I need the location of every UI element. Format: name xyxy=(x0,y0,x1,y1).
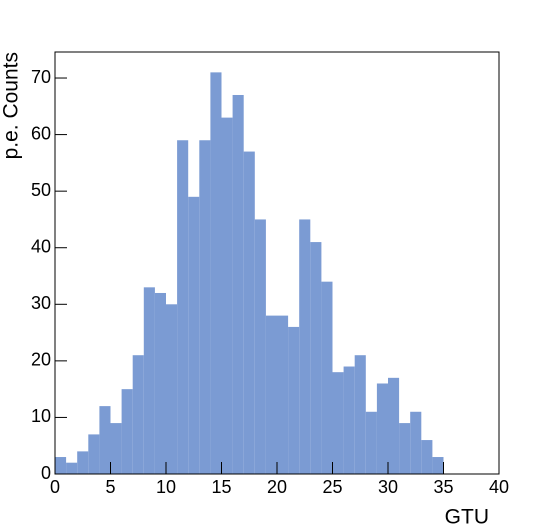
bar xyxy=(232,94,244,475)
y-tick-label: 60 xyxy=(31,123,51,143)
x-tick-label: 35 xyxy=(433,477,453,497)
y-tick-label: 50 xyxy=(31,180,51,200)
bar xyxy=(77,451,89,474)
bar xyxy=(299,219,311,474)
bar xyxy=(388,377,400,474)
bar xyxy=(210,72,222,474)
bar xyxy=(310,242,322,474)
bar xyxy=(332,372,344,474)
x-tick-label: 20 xyxy=(267,477,287,497)
bar xyxy=(188,196,200,475)
bar xyxy=(199,140,211,474)
bar xyxy=(66,462,78,474)
bar xyxy=(254,219,266,474)
x-tick-label: 10 xyxy=(156,477,176,497)
bar xyxy=(265,315,277,474)
bar xyxy=(132,355,144,474)
bar xyxy=(166,304,178,474)
bar xyxy=(55,457,67,474)
bar xyxy=(243,151,255,475)
bar xyxy=(99,406,111,474)
bar xyxy=(343,366,355,474)
bar xyxy=(376,383,388,474)
bar xyxy=(277,315,289,474)
y-tick-label: 0 xyxy=(41,463,51,483)
x-tick-label: 5 xyxy=(105,477,115,497)
x-axis-title: GTU xyxy=(445,506,489,528)
y-tick-label: 70 xyxy=(31,67,51,87)
bar xyxy=(321,281,333,474)
bar xyxy=(410,411,422,474)
y-tick-label: 40 xyxy=(31,236,51,256)
bar xyxy=(288,326,300,474)
x-tick-label: 0 xyxy=(50,477,60,497)
y-tick-label: 30 xyxy=(31,293,51,313)
x-tick-label: 40 xyxy=(489,477,509,497)
y-axis-title: p.e. Counts xyxy=(0,52,23,159)
y-tick-label: 20 xyxy=(31,350,51,370)
bar xyxy=(221,117,233,475)
x-tick-label: 30 xyxy=(378,477,398,497)
bar xyxy=(121,389,133,474)
bar xyxy=(354,355,366,474)
x-tick-label: 25 xyxy=(322,477,342,497)
x-tick-label: 15 xyxy=(211,477,231,497)
bar xyxy=(110,423,122,474)
bar xyxy=(177,140,189,474)
bar xyxy=(88,434,100,474)
bar xyxy=(421,440,433,474)
bar xyxy=(143,287,155,474)
bar xyxy=(154,292,166,474)
bar xyxy=(365,411,377,474)
y-tick-label: 10 xyxy=(31,406,51,426)
bar xyxy=(432,457,444,474)
bar xyxy=(399,423,411,474)
